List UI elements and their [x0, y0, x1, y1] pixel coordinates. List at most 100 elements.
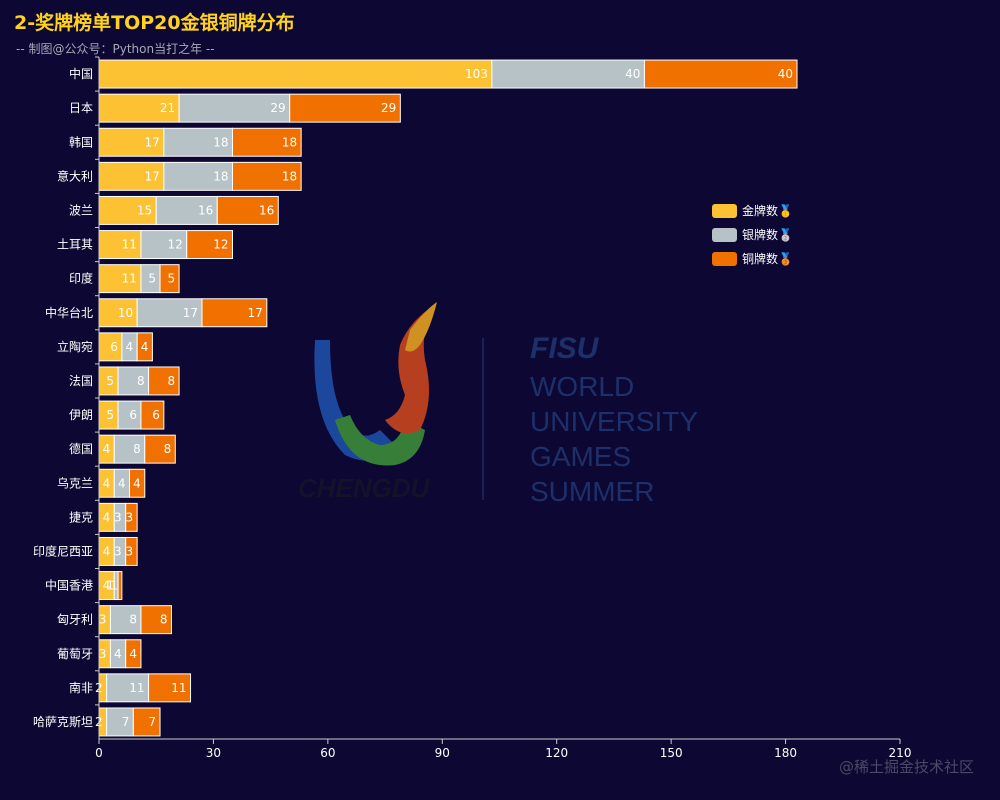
bar-label-gold-3: 17 [145, 169, 160, 183]
u-mark-bottom-stroke [335, 415, 425, 466]
bar-bronze-0[interactable] [643, 59, 798, 89]
bar-label-gold-5: 11 [122, 238, 137, 252]
bar-gold-2[interactable] [98, 127, 165, 157]
bar-bronze-12[interactable] [129, 468, 146, 498]
category-label-3: 意大利 [57, 168, 93, 183]
bar-bronze-3[interactable] [232, 161, 302, 191]
bar-label-bronze-11: 8 [164, 442, 172, 456]
bar-label-bronze-13: 3 [126, 510, 134, 524]
bar-gold-7[interactable] [98, 298, 138, 328]
legend-swatch-1[interactable] [712, 228, 737, 242]
category-label-1: 日本 [69, 101, 93, 115]
bar-label-silver-1: 29 [270, 101, 285, 115]
bar-label-silver-8: 4 [126, 340, 134, 354]
bar-label-silver-4: 16 [198, 203, 213, 217]
x-tick-label-2: 60 [320, 746, 335, 760]
bar-silver-11[interactable] [113, 434, 146, 464]
category-label-18: 南非 [69, 680, 93, 695]
bar-label-silver-5: 12 [167, 238, 182, 252]
bar-label-gold-15: 4 [103, 579, 111, 593]
bar-label-gold-12: 4 [103, 476, 111, 490]
bar-label-bronze-7: 17 [248, 306, 263, 320]
bar-bronze-15[interactable] [117, 571, 123, 601]
legend-swatch-0[interactable] [712, 204, 737, 218]
bar-bronze-5[interactable] [186, 230, 234, 260]
category-label-8: 立陶宛 [57, 339, 93, 354]
bar-label-silver-0: 40 [625, 67, 640, 81]
bar-silver-4[interactable] [155, 195, 218, 225]
bar-silver-1[interactable] [178, 93, 291, 123]
bar-gold-0[interactable] [98, 59, 493, 89]
bar-label-bronze-8: 4 [141, 340, 149, 354]
bar-label-gold-14: 4 [103, 544, 111, 558]
bar-silver-5[interactable] [140, 230, 188, 260]
bar-label-bronze-12: 4 [133, 476, 141, 490]
bar-bronze-17[interactable] [125, 639, 142, 669]
x-tick-label-0: 0 [95, 746, 103, 760]
bar-label-silver-11: 8 [133, 442, 141, 456]
bar-bronze-2[interactable] [232, 127, 302, 157]
bar-gold-1[interactable] [98, 93, 180, 123]
bar-label-bronze-16: 8 [160, 613, 168, 627]
bar-bronze-18[interactable] [148, 673, 192, 703]
bar-label-silver-15: 1 [106, 579, 114, 593]
bar-label-silver-10: 6 [129, 408, 137, 422]
bar-label-gold-11: 4 [103, 442, 111, 456]
bar-label-silver-12: 4 [118, 476, 126, 490]
bar-bronze-10[interactable] [140, 400, 165, 430]
category-label-9: 法国 [69, 374, 93, 388]
bar-label-gold-0: 103 [465, 67, 488, 81]
bar-label-gold-7: 10 [118, 306, 133, 320]
x-tick-label-5: 150 [660, 746, 683, 760]
category-label-19: 哈萨克斯坦 [33, 715, 93, 729]
bar-label-bronze-14: 3 [126, 544, 134, 558]
x-tick-label-7: 210 [889, 746, 912, 760]
bar-bronze-13[interactable] [125, 502, 138, 532]
bar-label-silver-19: 7 [122, 715, 130, 729]
bar-silver-0[interactable] [491, 59, 645, 89]
bar-bronze-8[interactable] [136, 332, 153, 362]
bar-label-silver-2: 18 [213, 135, 228, 149]
bar-label-gold-17: 3 [99, 647, 107, 661]
bar-bronze-16[interactable] [140, 605, 172, 635]
bar-bronze-7[interactable] [201, 298, 268, 328]
x-tick-label-4: 120 [545, 746, 568, 760]
bar-label-gold-6: 11 [122, 272, 137, 286]
legend-label-0[interactable]: 金牌数🥇 [742, 203, 793, 218]
category-label-17: 葡萄牙 [57, 647, 93, 661]
category-label-16: 匈牙利 [57, 613, 93, 627]
flame-icon [405, 302, 437, 352]
category-label-11: 德国 [69, 441, 93, 456]
u-mark-left-stroke [314, 340, 395, 461]
bar-label-silver-6: 5 [148, 272, 156, 286]
bar-label-bronze-15: 1 [110, 579, 118, 593]
site-watermark: @稀土掘金技术社区 [838, 758, 974, 776]
bar-label-bronze-10: 6 [152, 408, 160, 422]
bar-label-silver-18: 11 [129, 681, 144, 695]
category-label-14: 印度尼西亚 [33, 543, 93, 558]
background-logo: CHENGDU FISU WORLD UNIVERSITY GAMES SUMM… [298, 302, 698, 507]
category-label-13: 捷克 [69, 510, 93, 524]
bar-label-gold-2: 17 [145, 135, 160, 149]
bar-bronze-14[interactable] [125, 536, 138, 566]
bar-bronze-6[interactable] [159, 264, 180, 294]
bar-bronze-9[interactable] [148, 366, 180, 396]
bar-silver-9[interactable] [117, 366, 150, 396]
bar-label-bronze-1: 29 [381, 101, 396, 115]
legend-swatch-2[interactable] [712, 252, 737, 266]
bar-silver-7[interactable] [136, 298, 203, 328]
bar-bronze-11[interactable] [144, 434, 176, 464]
bar-bronze-4[interactable] [216, 195, 279, 225]
bar-bronze-1[interactable] [289, 93, 401, 123]
legend-label-1[interactable]: 银牌数🥈 [742, 227, 793, 242]
bar-label-gold-10: 5 [106, 408, 114, 422]
bar-label-bronze-9: 8 [167, 374, 175, 388]
bar-silver-2[interactable] [163, 127, 233, 157]
bar-bronze-19[interactable] [132, 707, 161, 737]
bar-silver-3[interactable] [163, 161, 233, 191]
bar-gold-5[interactable] [98, 230, 142, 260]
bar-label-silver-9: 8 [137, 374, 145, 388]
bar-gold-6[interactable] [98, 264, 142, 294]
bar-silver-19[interactable] [106, 707, 134, 737]
legend-label-2[interactable]: 铜牌数🥉 [742, 251, 793, 266]
